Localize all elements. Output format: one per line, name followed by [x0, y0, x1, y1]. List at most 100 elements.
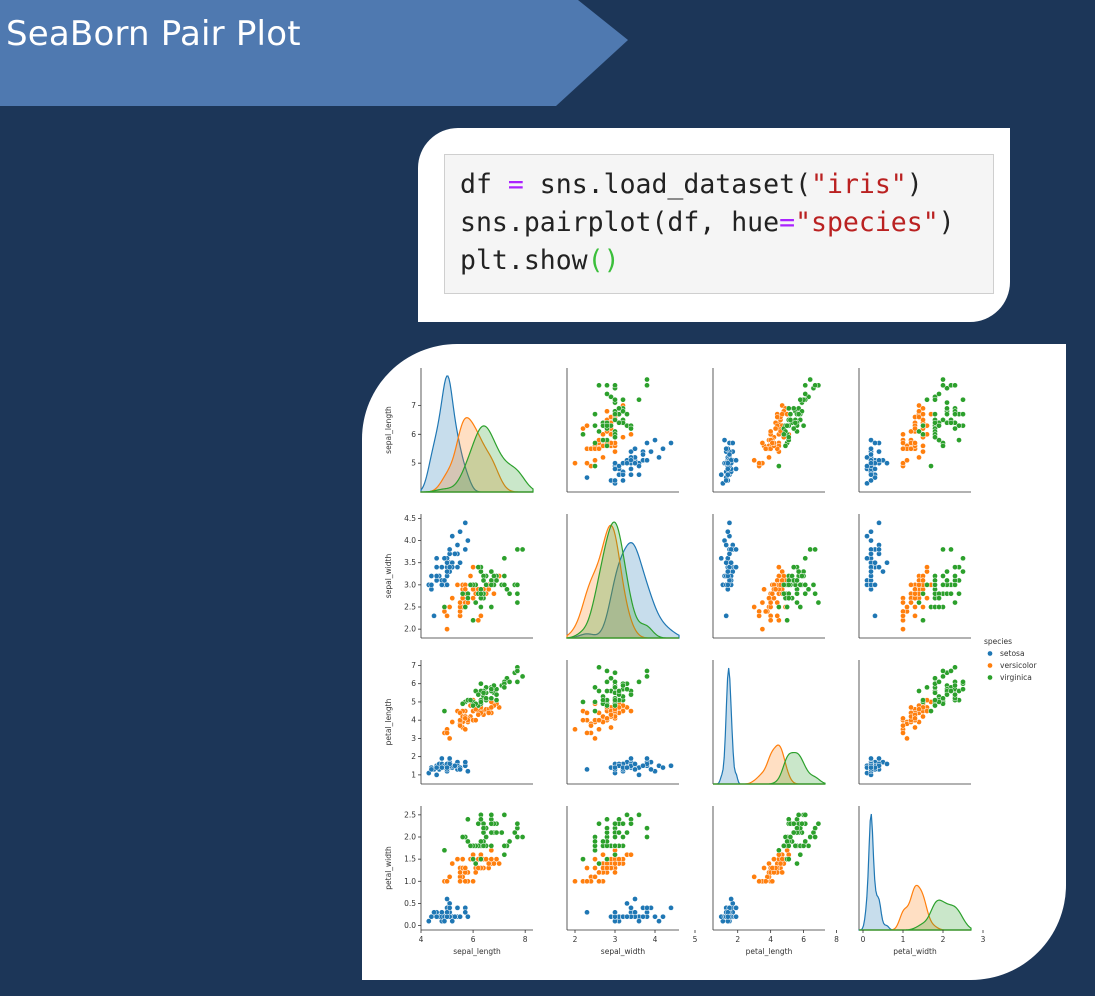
y-tick-label: 3 [411, 734, 416, 743]
point-virginica [936, 391, 942, 397]
point-virginica [462, 604, 469, 610]
point-virginica [504, 586, 510, 593]
point-versicolor [588, 722, 594, 729]
point-setosa [433, 913, 440, 920]
code-line: plt.show() [460, 245, 620, 276]
point-virginica [928, 463, 934, 469]
point-versicolor [475, 711, 482, 718]
point-virginica [488, 820, 495, 827]
point-virginica [936, 604, 942, 610]
point-virginica [940, 695, 946, 702]
point-virginica [812, 825, 818, 831]
point-setosa [724, 582, 731, 588]
point-setosa [438, 755, 445, 762]
point-setosa [644, 905, 650, 911]
point-virginica [785, 843, 792, 849]
point-virginica [604, 422, 610, 429]
point-setosa [612, 764, 618, 771]
x-tick-label: 3 [981, 935, 986, 944]
point-setosa [733, 905, 739, 911]
point-virginica [944, 577, 950, 584]
point-versicolor [612, 869, 618, 876]
point-setosa [652, 913, 658, 920]
point-versicolor [912, 613, 918, 619]
point-setosa [733, 913, 739, 920]
point-virginica [644, 382, 650, 389]
code-token: () [587, 245, 620, 276]
point-setosa [876, 546, 882, 553]
point-virginica [608, 393, 614, 400]
point-virginica [636, 679, 642, 685]
point-virginica [940, 382, 946, 389]
point-virginica [802, 391, 809, 397]
point-virginica [592, 699, 598, 705]
point-versicolor [612, 860, 618, 867]
x-tick-label: 6 [471, 935, 476, 944]
point-virginica [952, 425, 958, 432]
point-versicolor [596, 869, 602, 876]
point-versicolor [771, 856, 777, 862]
code-token: sns.pairplot(df, hue [460, 207, 780, 238]
point-setosa [632, 896, 638, 902]
point-versicolor [467, 573, 474, 579]
point-virginica [940, 546, 946, 553]
code-token: = [507, 169, 524, 200]
point-setosa [441, 918, 448, 924]
point-setosa [636, 463, 642, 469]
x-tick-label: 0 [861, 935, 866, 944]
point-setosa [446, 755, 453, 762]
point-virginica [944, 399, 950, 406]
code-cell[interactable]: df = sns.load_dataset("iris") sns.pairpl… [444, 154, 994, 294]
point-virginica [944, 411, 950, 417]
point-setosa [876, 564, 882, 570]
point-virginica [924, 582, 930, 588]
point-versicolor [900, 626, 906, 632]
point-versicolor [485, 710, 492, 716]
point-versicolor [462, 715, 469, 722]
point-virginica [506, 590, 513, 597]
point-virginica [514, 679, 521, 685]
point-versicolor [444, 730, 450, 736]
point-setosa [612, 477, 618, 484]
point-versicolor [470, 564, 476, 570]
point-setosa [636, 918, 642, 924]
point-virginica [936, 679, 942, 685]
point-virginica [616, 419, 622, 426]
point-virginica [782, 443, 789, 449]
x-tick-label: 4 [768, 935, 773, 944]
x-tick-label: 2 [573, 935, 578, 944]
y-axis-label: sepal_length [384, 406, 393, 454]
point-setosa [868, 445, 874, 452]
point-versicolor [767, 617, 774, 624]
point-versicolor [751, 457, 758, 464]
point-setosa [433, 564, 440, 570]
point-setosa [868, 755, 874, 762]
point-virginica [475, 564, 482, 570]
point-setosa [457, 913, 463, 920]
point-versicolor [592, 457, 598, 464]
point-setosa [721, 437, 728, 443]
y-tick-label: 2.0 [404, 625, 416, 634]
point-versicolor [454, 856, 461, 862]
point-versicolor [491, 590, 497, 597]
point-setosa [636, 471, 642, 478]
point-versicolor [756, 878, 762, 885]
point-versicolor [908, 445, 914, 452]
y-tick-label: 1.0 [404, 877, 416, 886]
point-virginica [592, 463, 598, 469]
point-setosa [444, 559, 450, 566]
point-setosa [452, 762, 458, 769]
point-setosa [724, 913, 731, 920]
point-setosa [872, 613, 878, 619]
point-virginica [488, 829, 495, 836]
point-virginica [792, 419, 799, 426]
point-versicolor [761, 586, 767, 593]
point-virginica [488, 695, 495, 702]
point-virginica [459, 700, 466, 707]
point-setosa [624, 764, 630, 771]
point-virginica [596, 382, 602, 389]
point-versicolor [900, 613, 906, 619]
point-virginica [604, 856, 610, 862]
point-setosa [446, 905, 453, 911]
point-setosa [438, 582, 445, 588]
